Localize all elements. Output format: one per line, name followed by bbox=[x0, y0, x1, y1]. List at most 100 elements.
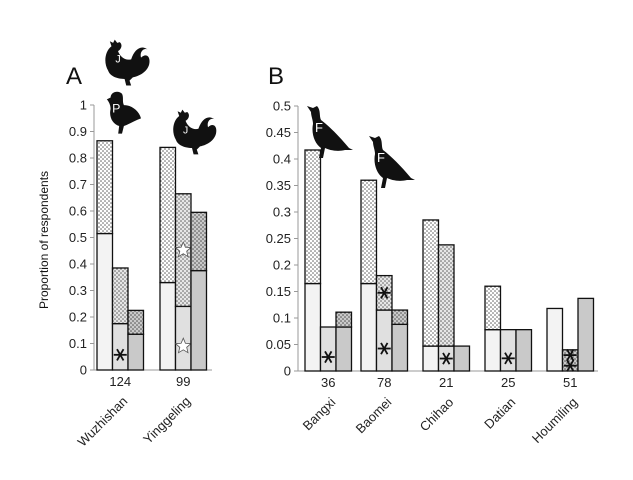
asterisk-stroke bbox=[504, 352, 513, 365]
bar-solid-segment bbox=[546, 307, 564, 372]
bar-solid-segment bbox=[515, 329, 533, 372]
asterisk-marker bbox=[377, 342, 391, 355]
bird-letter: P bbox=[112, 102, 120, 116]
bar-solid-segment bbox=[335, 326, 353, 372]
bar-solid-segment bbox=[190, 269, 208, 371]
group-n-label: 78 bbox=[377, 375, 391, 390]
asterisk-stroke bbox=[324, 350, 333, 364]
group-n-label: 21 bbox=[439, 375, 453, 390]
group-name-label: Chihao bbox=[417, 395, 457, 435]
bar-solid-segment bbox=[577, 297, 595, 372]
bird-silhouette bbox=[106, 91, 141, 134]
y-tick-label: 0.3 bbox=[69, 283, 87, 298]
bird-letter: J bbox=[115, 54, 120, 66]
bar-dotted-segment bbox=[96, 140, 114, 235]
bar-dotted-segment bbox=[360, 179, 378, 285]
asterisk-stroke bbox=[116, 348, 125, 361]
y-tick-label: 0.1 bbox=[69, 336, 87, 351]
bird-silhouette bbox=[307, 106, 353, 158]
star-marker bbox=[174, 241, 192, 258]
asterisk-stroke bbox=[566, 359, 575, 372]
group-name-label: Bangxi bbox=[300, 394, 339, 433]
y-tick-label: 0.25 bbox=[266, 231, 291, 246]
bar-dotted-segment bbox=[159, 146, 177, 284]
y-tick-label: 0 bbox=[284, 364, 291, 379]
bar-dotted-segment bbox=[335, 311, 353, 328]
group-n-label: 25 bbox=[501, 375, 515, 390]
panel-label-b: B bbox=[268, 63, 284, 90]
bar-dotted-segment bbox=[391, 309, 409, 326]
group-n-label: 99 bbox=[176, 374, 190, 389]
y-tick-label: 0.45 bbox=[266, 125, 291, 140]
asterisk-marker bbox=[563, 359, 577, 372]
y-tick-label: 0.5 bbox=[273, 99, 291, 114]
bar-dotted-segment bbox=[484, 285, 502, 331]
bird-silhouette bbox=[105, 39, 150, 86]
y-tick-label: 0.7 bbox=[69, 177, 87, 192]
group-n-label: 124 bbox=[109, 374, 131, 389]
bar-solid-segment bbox=[422, 345, 440, 372]
bar-solid-segment bbox=[127, 333, 145, 371]
asterisk-marker bbox=[501, 352, 515, 365]
rooster-icon: J bbox=[173, 109, 217, 155]
bar-dotted-segment bbox=[437, 244, 455, 347]
bar-dotted-segment bbox=[304, 149, 322, 285]
y-tick-label: 0.8 bbox=[69, 151, 87, 166]
bar-solid-segment bbox=[319, 326, 337, 372]
asterisk-marker bbox=[321, 350, 335, 364]
y-tick-label: 0.6 bbox=[69, 204, 87, 219]
group-n-label: 51 bbox=[563, 375, 577, 390]
y-tick-label: 0.4 bbox=[273, 152, 291, 167]
group-n-label: 36 bbox=[321, 375, 335, 390]
asterisk-stroke bbox=[380, 342, 389, 355]
y-tick-label: 0.2 bbox=[69, 310, 87, 325]
group-name-label: Datian bbox=[481, 395, 518, 432]
bar-solid-segment bbox=[96, 232, 114, 371]
asterisk-marker bbox=[113, 348, 127, 361]
francolin-icon: F bbox=[369, 136, 415, 188]
bird-silhouette bbox=[369, 136, 415, 188]
group-name-label: Wuzhishan bbox=[74, 394, 130, 450]
bar-solid-segment bbox=[360, 282, 378, 372]
asterisk-stroke bbox=[566, 349, 575, 362]
bar-solid-segment bbox=[159, 281, 177, 371]
bird-silhouette bbox=[173, 109, 217, 155]
bar-solid-segment bbox=[111, 322, 129, 371]
y-tick-label: 0.5 bbox=[69, 230, 87, 245]
asterisk-stroke bbox=[380, 286, 389, 299]
y-tick-label: 0.2 bbox=[273, 258, 291, 273]
bar-solid-segment bbox=[499, 329, 517, 372]
asterisk-marker bbox=[439, 352, 453, 365]
bar-solid-segment bbox=[304, 282, 322, 372]
y-tick-label: 0.1 bbox=[273, 311, 291, 326]
y-tick-label: 0.4 bbox=[69, 257, 87, 272]
rooster-icon: J bbox=[105, 39, 150, 86]
bar-dotted-segment bbox=[111, 267, 129, 325]
bar-dotted-segment bbox=[127, 309, 145, 335]
y-tick-label: 0.05 bbox=[266, 337, 291, 352]
y-axis-label: Proportion of respondents bbox=[37, 171, 51, 309]
bird-letter: J bbox=[183, 126, 188, 137]
y-tick-label: 0.15 bbox=[266, 284, 291, 299]
bar-dotted-segment bbox=[190, 211, 208, 272]
group-name-label: Houmiling bbox=[529, 395, 580, 446]
francolin-icon: F bbox=[307, 106, 353, 158]
y-tick-label: 0.9 bbox=[69, 124, 87, 139]
asterisk-stroke bbox=[442, 352, 451, 365]
asterisk-marker bbox=[377, 286, 391, 299]
group-name-label: Yinggeling bbox=[140, 394, 193, 447]
y-tick-label: 0.3 bbox=[273, 205, 291, 220]
group-name-label: Baomei bbox=[353, 394, 395, 436]
partridge-icon: P bbox=[106, 91, 141, 134]
asterisk-marker bbox=[563, 349, 577, 362]
bird-letter: F bbox=[377, 150, 385, 165]
bar-solid-segment bbox=[391, 323, 409, 372]
bar-dotted-segment bbox=[561, 349, 579, 372]
y-tick-label: 0 bbox=[80, 363, 87, 378]
star-marker bbox=[174, 337, 192, 354]
y-tick-label: 1 bbox=[80, 98, 87, 113]
bar-solid-segment bbox=[453, 345, 471, 372]
bird-letter: F bbox=[315, 120, 323, 135]
bar-dotted-segment bbox=[422, 219, 440, 347]
